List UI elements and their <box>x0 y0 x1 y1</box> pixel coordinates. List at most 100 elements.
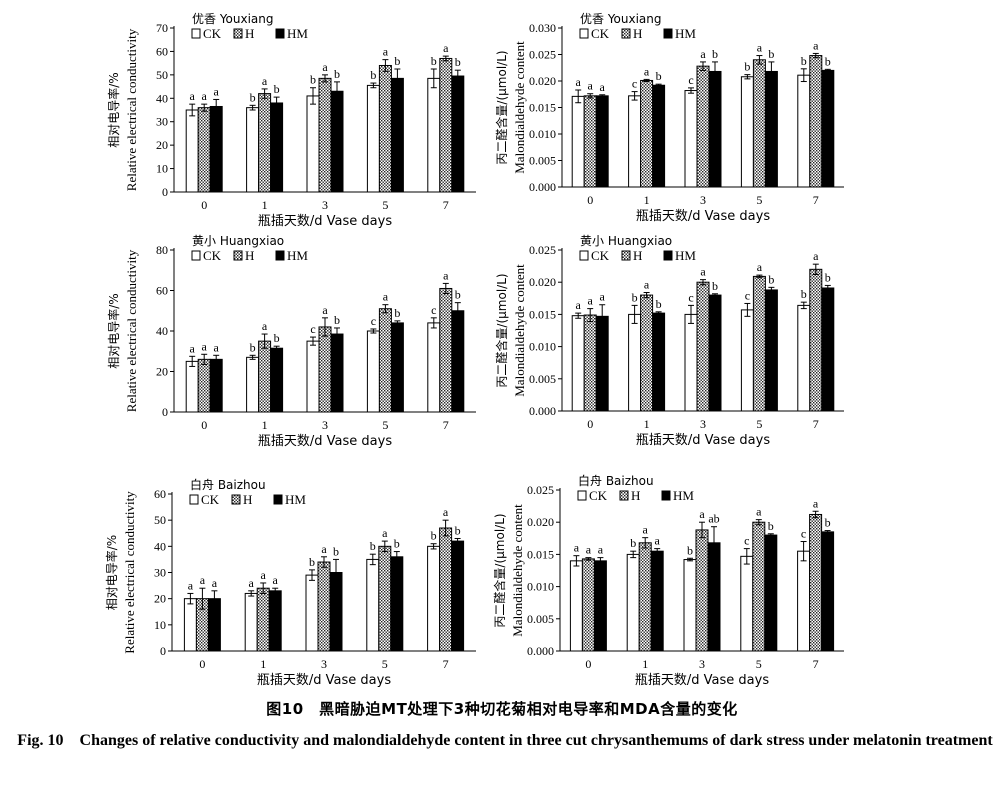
bar-H <box>809 513 823 652</box>
bar-H <box>197 358 211 413</box>
significance-letter: a <box>273 573 279 587</box>
legend-label: H <box>245 248 254 263</box>
bar-H <box>256 587 270 652</box>
x-tick-label: 5 <box>756 417 762 431</box>
significance-letter: a <box>200 573 206 587</box>
significance-letter: a <box>700 47 706 61</box>
bar-CK <box>684 313 698 412</box>
significance-letter: a <box>700 265 706 279</box>
significance-letter: b <box>333 544 339 558</box>
x-tick-label: 3 <box>700 417 706 431</box>
significance-letter: a <box>261 568 267 582</box>
x-tick-label: 0 <box>201 418 207 432</box>
significance-letter: b <box>370 539 376 553</box>
bar-H <box>378 64 392 193</box>
significance-letter: b <box>431 529 437 543</box>
bar-H <box>581 558 595 652</box>
significance-letter: a <box>190 341 196 355</box>
bar-H <box>378 545 392 652</box>
significance-letter: a <box>813 249 819 263</box>
x-tick-label: 7 <box>813 657 819 671</box>
bar-HM <box>708 70 722 188</box>
y-tick-label: 0 <box>160 644 166 658</box>
significance-letter: c <box>688 73 693 87</box>
y-tick-label: 0.010 <box>529 127 556 141</box>
x-tick-label: 5 <box>382 418 388 432</box>
x-tick-label: 3 <box>321 657 327 671</box>
legend-swatch-HM <box>275 250 285 261</box>
y-tick-label: 10 <box>156 162 168 176</box>
bar-CK <box>185 360 199 413</box>
y-tick-label: 40 <box>154 539 166 553</box>
significance-letter: c <box>632 77 637 91</box>
cultivar-title: 黄小 Huangxiao <box>192 234 284 248</box>
significance-letter: b <box>370 68 376 82</box>
significance-letter: c <box>744 534 749 548</box>
bar-H <box>638 542 652 652</box>
y-tick-label: 50 <box>154 513 166 527</box>
significance-letter: ab <box>708 512 719 526</box>
significance-letter: b <box>394 306 400 320</box>
x-tick-label: 3 <box>700 193 706 207</box>
significance-letter: a <box>212 576 218 590</box>
bar-HM <box>451 75 465 193</box>
legend-label: HM <box>285 492 306 507</box>
cultivar-title: 黄小 Huangxiao <box>580 234 672 248</box>
x-tick-label: 5 <box>756 657 762 671</box>
significance-letter: a <box>576 75 582 89</box>
significance-letter: c <box>310 322 315 336</box>
bar-CK <box>366 84 380 193</box>
bar-HM <box>764 534 778 652</box>
x-tick-label: 1 <box>262 198 268 212</box>
bar-H <box>317 561 331 652</box>
significance-letter: c <box>745 288 750 302</box>
bar-HM <box>650 550 664 652</box>
y-tick-label: 20 <box>156 138 168 152</box>
x-tick-label: 7 <box>443 198 449 212</box>
x-axis-title: 瓶插天数/d Vase days <box>257 673 391 688</box>
y-tick-label: 0.000 <box>527 644 554 658</box>
significance-letter: a <box>574 541 580 555</box>
y-axis-title-english: Relative electrical conductivity <box>124 28 139 191</box>
significance-letter: b <box>455 288 461 302</box>
bar-HM <box>451 310 465 413</box>
significance-letter: b <box>768 519 774 533</box>
bar-HM <box>330 333 344 413</box>
bar-HM <box>821 531 835 652</box>
x-tick-label: 0 <box>585 657 591 671</box>
bar-HM <box>268 590 282 652</box>
legend-label: CK <box>589 488 608 503</box>
bar-CK <box>244 592 258 652</box>
y-tick-label: 80 <box>156 243 168 257</box>
bar-H <box>378 308 392 413</box>
bar-H <box>583 314 597 412</box>
significance-letter: a <box>655 534 661 548</box>
y-tick-label: 0 <box>162 185 168 199</box>
bar-HM <box>593 560 607 652</box>
x-tick-label: 7 <box>813 417 819 431</box>
significance-letter: a <box>756 505 762 519</box>
bar-HM <box>270 347 284 413</box>
y-tick-label: 0.000 <box>529 404 556 418</box>
bar-CK <box>684 90 698 188</box>
x-tick-label: 7 <box>443 418 449 432</box>
significance-letter: b <box>431 54 437 68</box>
y-tick-label: 0.005 <box>527 612 554 626</box>
legend-swatch-HM <box>273 494 283 505</box>
legend-label: CK <box>591 26 610 41</box>
significance-letter: a <box>813 496 819 510</box>
legend-swatch-CK <box>191 28 201 39</box>
cultivar-title: 优香 Youxiang <box>580 12 662 26</box>
significance-letter: a <box>699 507 705 521</box>
bar-H <box>640 79 654 188</box>
bar-CK <box>571 95 585 188</box>
significance-letter: a <box>600 290 606 304</box>
legend-label: H <box>245 26 254 41</box>
bar-HM <box>652 312 666 412</box>
figure-caption-chinese: 图10 黑暗胁迫MT处理下3种切花菊相对电导率和MDA含量的变化 <box>266 700 738 718</box>
bar-HM <box>451 540 465 652</box>
significance-letter: b <box>309 555 315 569</box>
y-tick-label: 20 <box>154 592 166 606</box>
